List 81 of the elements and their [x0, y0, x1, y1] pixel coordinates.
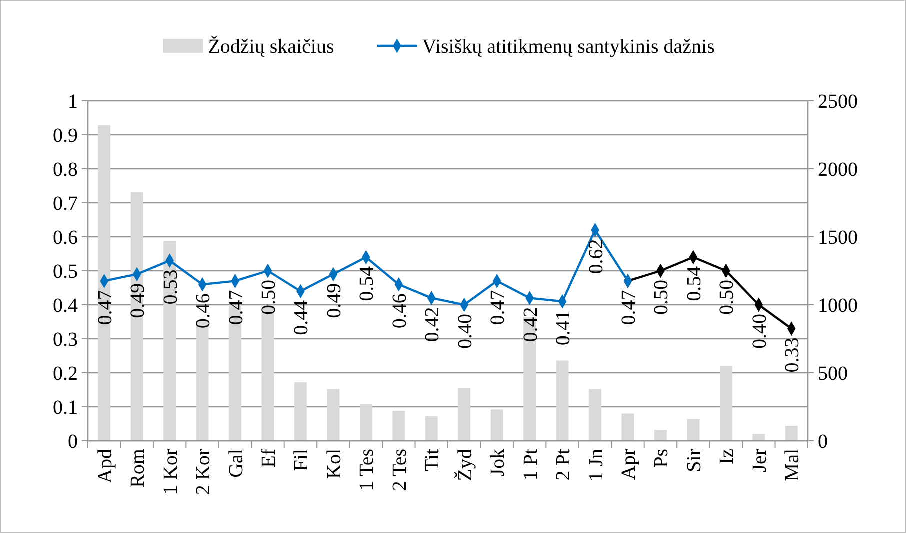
y2-tick-label: 1500: [818, 227, 858, 249]
data-label: 0.47: [225, 290, 248, 326]
x-tick-label: Rom: [127, 448, 150, 488]
legend-label: Visiškų atitikmenų santykinis dažnis: [422, 36, 716, 58]
bar: [294, 382, 307, 441]
x-tick-label: Jok: [487, 449, 510, 477]
data-label: 0.49: [127, 283, 150, 318]
y2-tick-label: 500: [818, 363, 848, 385]
data-label: 0.40: [748, 314, 771, 349]
data-label: 0.54: [683, 266, 706, 302]
x-tick-label: Tit: [422, 448, 444, 472]
bar: [556, 360, 569, 441]
data-label: 0.54: [356, 266, 378, 302]
x-tick-label: Jer: [748, 448, 771, 472]
legend-label: Žodžių skaičius: [208, 35, 334, 58]
x-tick-label: Gal: [225, 448, 248, 478]
y-tick-label: 0.5: [53, 261, 78, 283]
data-label: 0.46: [192, 294, 215, 329]
x-tick-label: 1 Pt: [520, 448, 542, 481]
bar: [130, 192, 144, 441]
y2-tick-label: 1000: [818, 295, 858, 317]
data-label: 0.47: [94, 290, 116, 326]
x-tick-label: Apd: [94, 449, 116, 484]
data-label: 0.40: [454, 314, 476, 349]
x-tick-label: 1 Jn: [585, 449, 608, 482]
y2-tick-label: 2000: [818, 159, 858, 181]
data-label: 0.50: [716, 280, 738, 315]
data-label: 0.33: [782, 338, 804, 373]
bar: [360, 404, 372, 441]
data-label: 0.42: [422, 307, 444, 342]
bar: [164, 241, 176, 441]
x-tick-label: 2 Kor: [192, 448, 215, 496]
bar: [458, 388, 471, 441]
y2-tick-label: 0: [818, 431, 828, 453]
x-tick-label: Ef: [258, 448, 280, 468]
x-tick-label: Ps: [650, 448, 673, 468]
x-tick-label: 1 Tes: [356, 448, 378, 492]
y-tick-label: 0.2: [53, 363, 78, 385]
y-tick-label: 1: [68, 91, 78, 113]
data-label: 0.50: [650, 280, 673, 315]
bar: [785, 426, 798, 441]
y-tick-label: 0.7: [53, 193, 78, 215]
y-tick-label: 0.3: [53, 329, 78, 351]
bar: [720, 366, 732, 441]
data-label: 0.46: [388, 294, 411, 329]
x-tick-label: 1 Kor: [160, 448, 182, 496]
y-tick-label: 0: [68, 431, 78, 453]
y-tick-label: 0.9: [53, 125, 78, 147]
y-tick-label: 0.4: [53, 295, 78, 317]
data-label: 0.44: [290, 300, 313, 336]
y2-tick-label: 2500: [818, 91, 858, 113]
y-tick-label: 0.6: [53, 227, 78, 249]
bar: [425, 416, 438, 441]
x-tick-label: Sir: [683, 448, 706, 472]
data-label: 0.62: [585, 239, 608, 274]
data-label: 0.47: [618, 290, 640, 326]
bar: [98, 125, 111, 441]
data-label: 0.41: [552, 310, 575, 346]
bar: [687, 419, 700, 441]
x-tick-label: Žyd: [453, 449, 476, 482]
bar: [490, 410, 504, 441]
data-label: 0.47: [487, 290, 510, 326]
y-tick-label: 0.1: [53, 397, 78, 419]
data-label: 0.42: [520, 307, 542, 342]
bar: [622, 414, 634, 441]
x-tick-label: Kol: [323, 448, 346, 479]
data-label: 0.49: [323, 283, 346, 318]
x-tick-label: Apr: [618, 448, 640, 480]
bar: [327, 389, 340, 441]
bar: [589, 389, 602, 441]
bar: [752, 434, 766, 441]
data-label: 0.53: [160, 270, 182, 305]
bar: [392, 411, 406, 441]
x-tick-label: 2 Tes: [388, 448, 411, 492]
x-tick-label: Mal: [782, 448, 804, 482]
x-tick-label: Fil: [290, 448, 313, 472]
bar: [654, 430, 667, 441]
x-tick-label: 2 Pt: [552, 448, 575, 481]
y-tick-label: 0.8: [53, 159, 78, 181]
x-tick-label: Iz: [716, 448, 738, 465]
data-label: 0.50: [258, 280, 280, 315]
